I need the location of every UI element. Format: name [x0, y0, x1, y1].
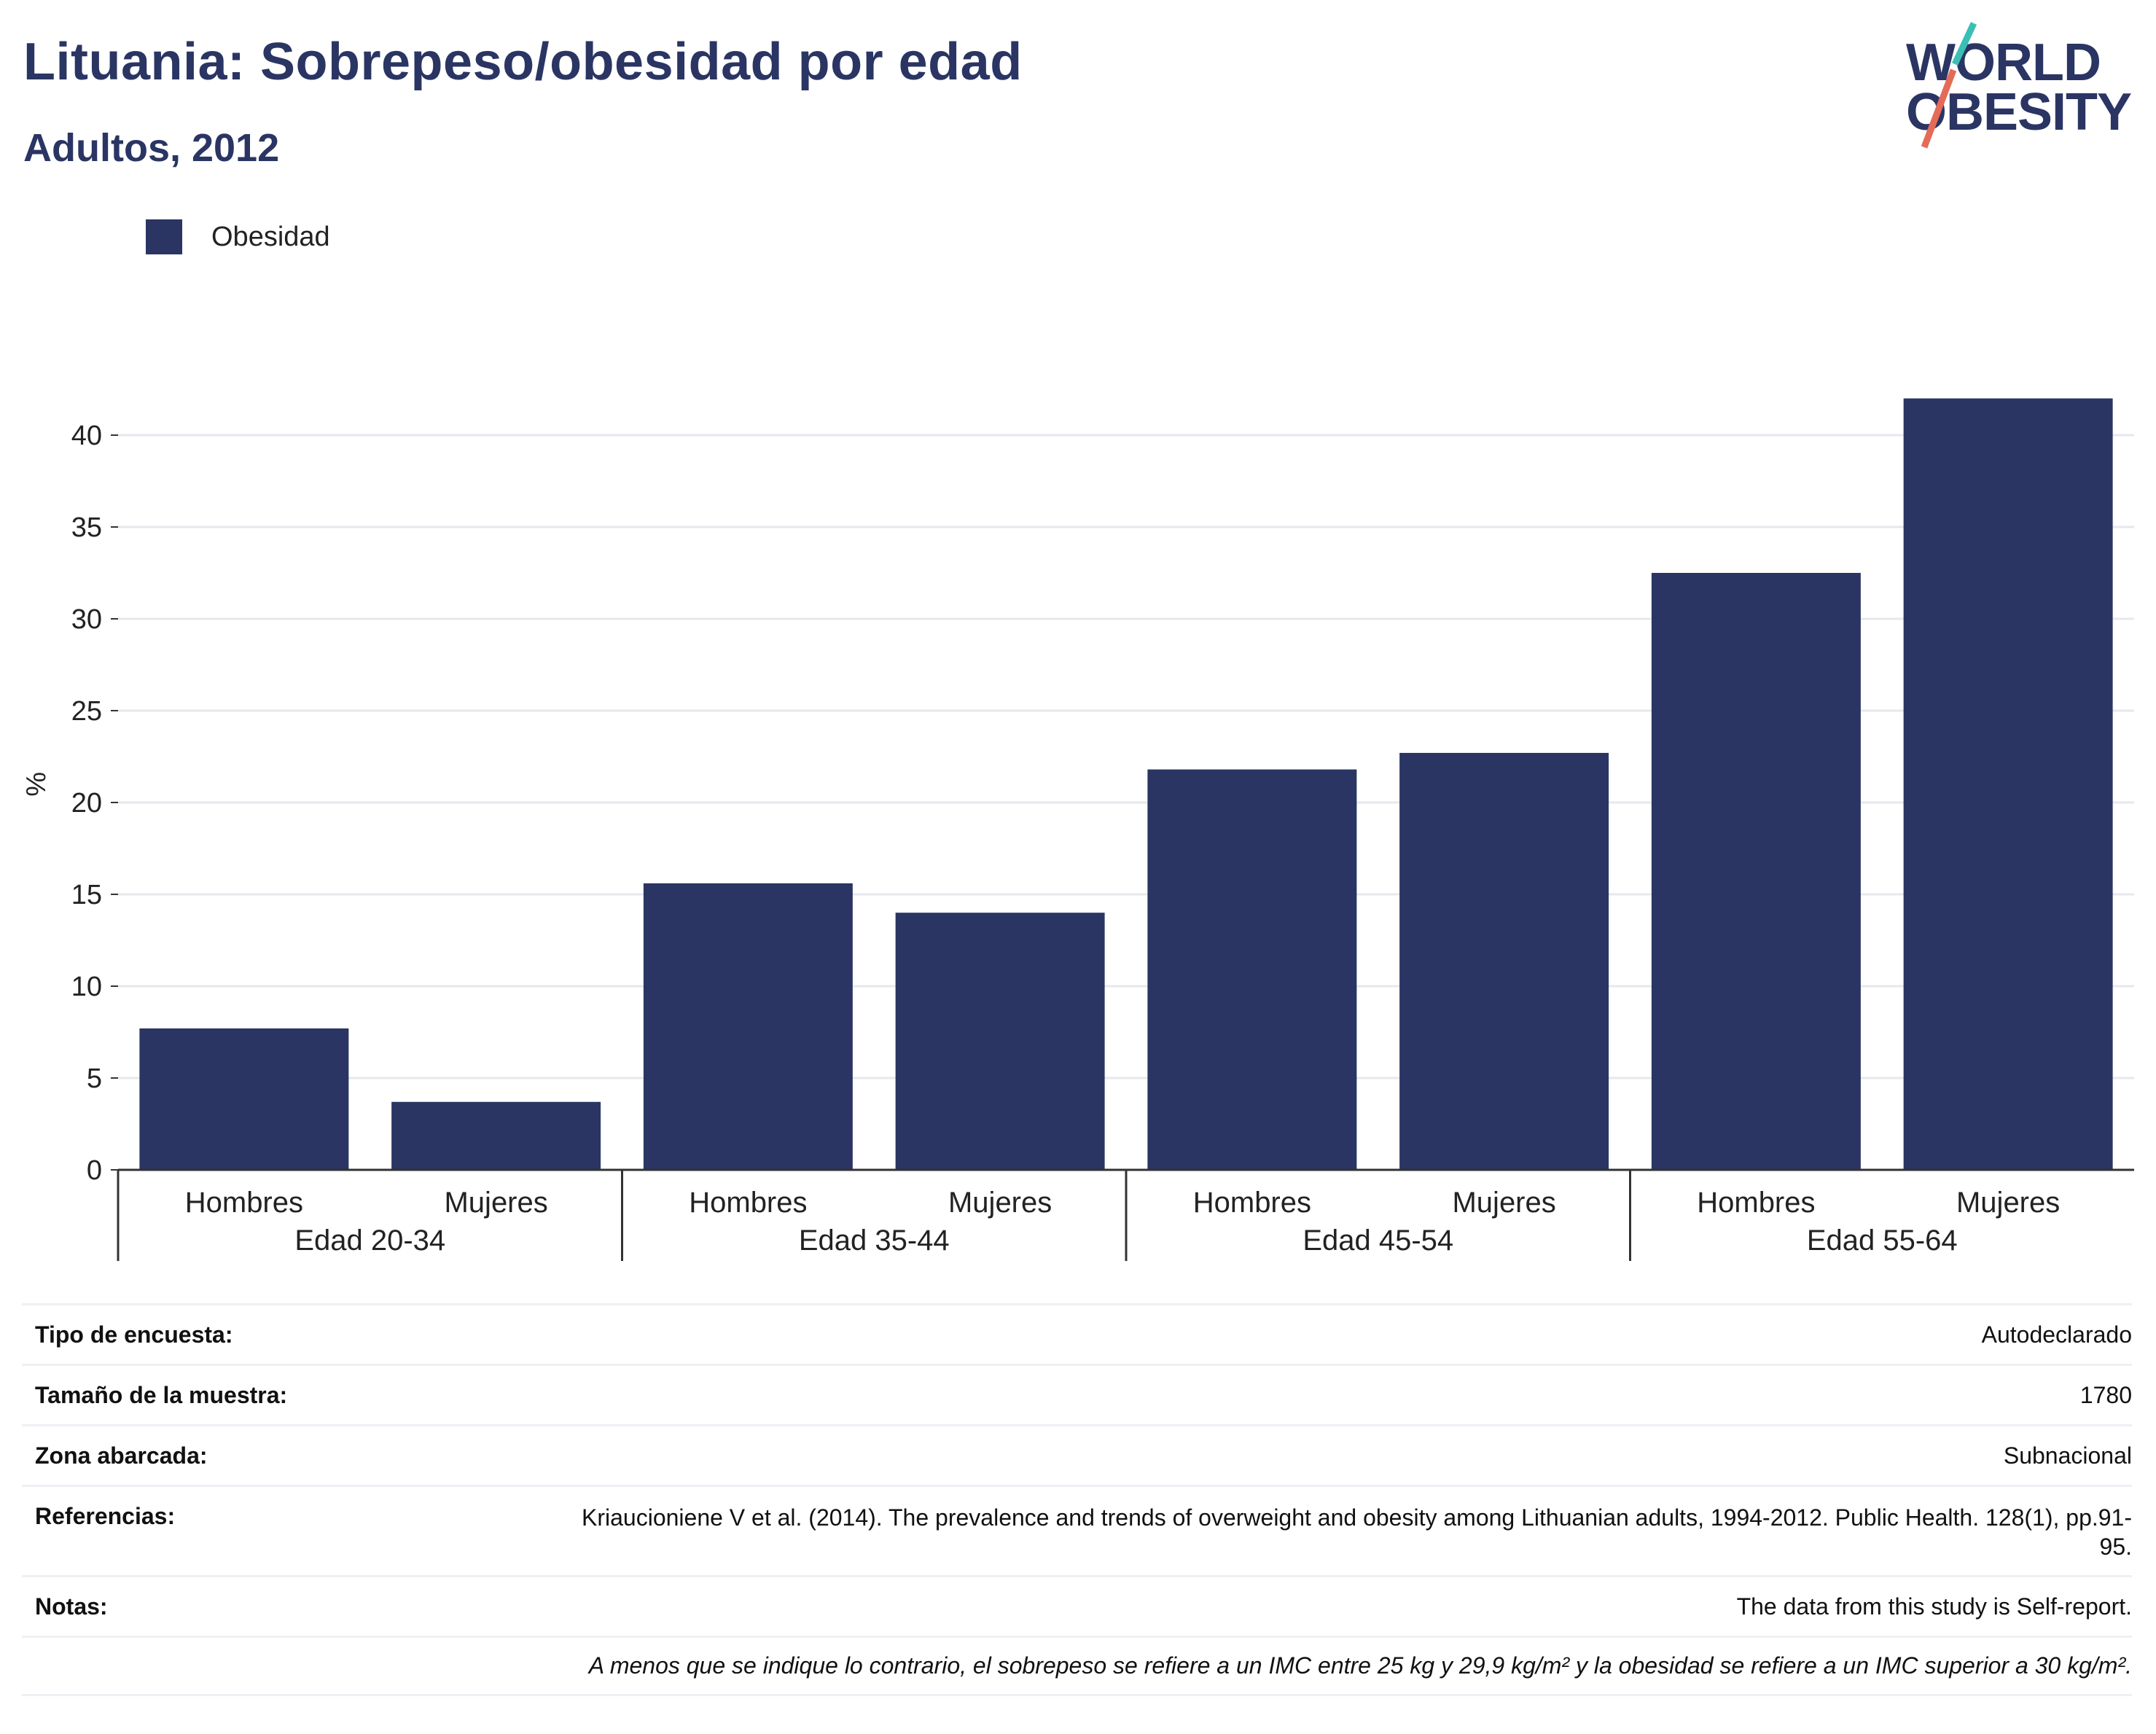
y-tick-label: 30: [71, 604, 102, 635]
chart-legend[interactable]: Obesidad: [146, 219, 330, 255]
y-tick-label: 15: [71, 880, 102, 910]
bar[interactable]: [1147, 769, 1357, 1170]
world-obesity-logo: WORLD OBESITY: [1906, 22, 2132, 149]
x-tick-label: Mujeres: [1956, 1187, 2060, 1219]
x-tick-label: Hombres: [185, 1187, 303, 1219]
x-group-label: Edad 45-54: [1302, 1225, 1453, 1257]
y-tick-label: 5: [87, 1063, 102, 1094]
bar[interactable]: [643, 883, 853, 1170]
bar[interactable]: [1651, 573, 1861, 1170]
y-tick-label: 35: [71, 512, 102, 543]
notes-label: Notas:: [35, 1593, 108, 1620]
notes-value: The data from this study is Self-report.: [1736, 1593, 2132, 1620]
bar[interactable]: [1399, 752, 1609, 1170]
x-tick-label: Hombres: [1193, 1187, 1311, 1219]
sample-size-value: 1780: [2079, 1381, 2132, 1408]
x-tick-label: Hombres: [689, 1187, 807, 1219]
y-tick-label: 20: [71, 788, 102, 819]
x-tick-label: Mujeres: [1452, 1187, 1555, 1219]
bar[interactable]: [391, 1101, 601, 1170]
bar[interactable]: [1903, 398, 2113, 1170]
logo-slash-bottom: [1921, 69, 1957, 149]
x-axis: Hombres Mujeres Hombres Mujeres Hombres Mujer…: [117, 1168, 2134, 1261]
logo-slash-top: [1951, 22, 1977, 66]
info-row-footnote: A menos que se indique lo contrario, el …: [22, 1636, 2132, 1696]
survey-info-table: Tipo de encuesta: Autodeclarado Tamaño d…: [22, 1303, 2132, 1696]
info-row-references: Referencias: Kriaucioniene V et al. (201…: [22, 1485, 2132, 1575]
info-row-area: Zona abarcada: Subnacional: [22, 1424, 2132, 1485]
bars: [139, 398, 2113, 1170]
bar[interactable]: [895, 913, 1105, 1170]
y-axis-label: %: [21, 772, 52, 797]
area-value: Subnacional: [2003, 1442, 2132, 1469]
x-tick-label: Hombres: [1697, 1187, 1815, 1219]
x-group-label: Edad 20-34: [294, 1225, 445, 1257]
references-value: Kriaucioniene V et al. (2014). The preva…: [582, 1504, 2132, 1560]
info-row-survey-type: Tipo de encuesta: Autodeclarado: [22, 1303, 2132, 1364]
x-group-label: Edad 35-44: [799, 1225, 950, 1257]
footnote: A menos que se indique lo contrario, el …: [588, 1652, 2132, 1679]
chart-subtitle: Adultos, 2012: [23, 126, 280, 170]
area-label: Zona abarcada:: [35, 1442, 208, 1469]
references-label: Referencias:: [35, 1503, 176, 1529]
chart-title: Lituania: Sobrepeso/obesidad por edad: [23, 33, 1023, 91]
logo-text-world: WORLD: [1906, 34, 2101, 92]
bar[interactable]: [139, 1028, 349, 1170]
survey-type-value: Autodeclarado: [1981, 1321, 2132, 1348]
x-tick-label: Mujeres: [444, 1187, 547, 1219]
y-tick-label: 10: [71, 972, 102, 1002]
x-tick-label: Mujeres: [948, 1187, 1052, 1219]
info-row-notes: Notas: The data from this study is Self-…: [22, 1575, 2132, 1636]
y-tick-label: 40: [71, 421, 102, 451]
sample-size-label: Tamaño de la muestra:: [35, 1381, 288, 1408]
y-tick-labels: 0 5 10 15 20 25 30 35 40: [71, 421, 118, 1186]
info-row-sample-size: Tamaño de la muestra: 1780: [22, 1364, 2132, 1424]
legend-swatch-obesidad: [146, 219, 182, 254]
survey-type-label: Tipo de encuesta:: [35, 1321, 233, 1348]
y-tick-label: 0: [87, 1155, 102, 1186]
x-group-label: Edad 55-64: [1807, 1225, 1958, 1257]
legend-label-obesidad: Obesidad: [211, 221, 330, 252]
y-tick-label: 25: [71, 696, 102, 727]
